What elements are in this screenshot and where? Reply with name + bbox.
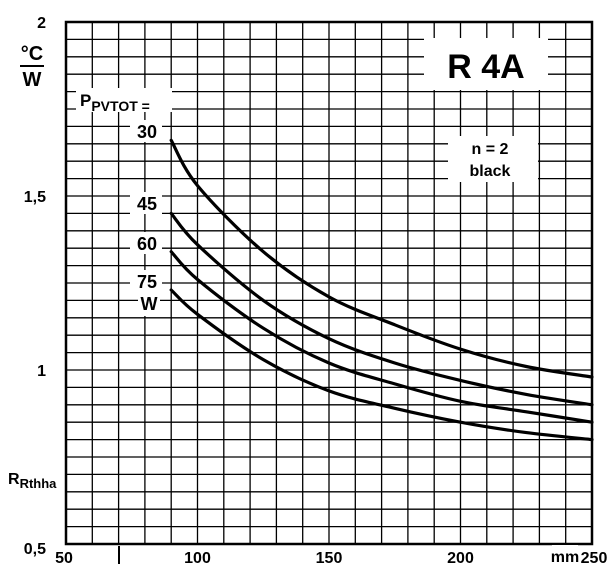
x-tick-label: 150 xyxy=(316,550,343,567)
curve-30w xyxy=(169,138,594,379)
legend-label-bg xyxy=(130,270,162,292)
annotation-n: n = 2 xyxy=(472,141,509,158)
x-tick-bg xyxy=(51,547,77,567)
legend-unit-bg xyxy=(138,292,160,316)
legend-unit: W xyxy=(141,294,158,314)
y-axis-label: RRthha xyxy=(8,471,57,491)
plot-frame xyxy=(64,20,594,546)
title-box xyxy=(424,38,548,90)
legend-label-bg xyxy=(130,232,162,254)
y-tick-label: 1,5 xyxy=(24,189,46,206)
curves xyxy=(169,138,594,442)
legend-label-bg xyxy=(130,120,162,142)
curve-60w xyxy=(169,250,594,424)
legend-label-60: 60 xyxy=(137,234,157,254)
legend-header-bg xyxy=(76,88,172,112)
curve-45w xyxy=(169,211,594,407)
legend-label-bg xyxy=(130,192,162,214)
legend-label-45: 45 xyxy=(137,194,157,214)
x-tick-bg xyxy=(442,547,479,567)
legend-label-30: 30 xyxy=(137,122,157,142)
x-tick-label: 200 xyxy=(447,550,474,567)
x-tick-label: 250 xyxy=(581,550,608,567)
y-tick-label: 1 xyxy=(37,363,46,380)
legend-labels: 30 45 60 75 xyxy=(130,120,162,292)
y-unit-top: °C xyxy=(21,43,43,65)
x-tick-bg xyxy=(575,547,613,567)
chart-title: R 4A xyxy=(447,48,524,86)
y-tick-label: 0,5 xyxy=(24,541,46,558)
x-tick-label: 100 xyxy=(184,550,211,567)
annotation-color: black xyxy=(470,163,511,180)
x-unit-bg xyxy=(552,545,578,565)
x-unit: mm xyxy=(551,549,579,566)
curve-75w xyxy=(169,288,594,442)
x-tick-bg xyxy=(179,547,216,567)
x-tick-bg xyxy=(310,547,348,567)
legend-label-75: 75 xyxy=(137,272,157,292)
x-tick-label: 50 xyxy=(55,550,73,567)
y-tick-labels: 0,5 1 1,5 2 xyxy=(24,15,46,558)
x-tick-labels: 50 100 150 200 250 xyxy=(51,547,613,567)
y-tick-label: 2 xyxy=(37,15,46,32)
y-unit-bottom: W xyxy=(23,69,42,91)
annotation-box xyxy=(448,136,538,182)
